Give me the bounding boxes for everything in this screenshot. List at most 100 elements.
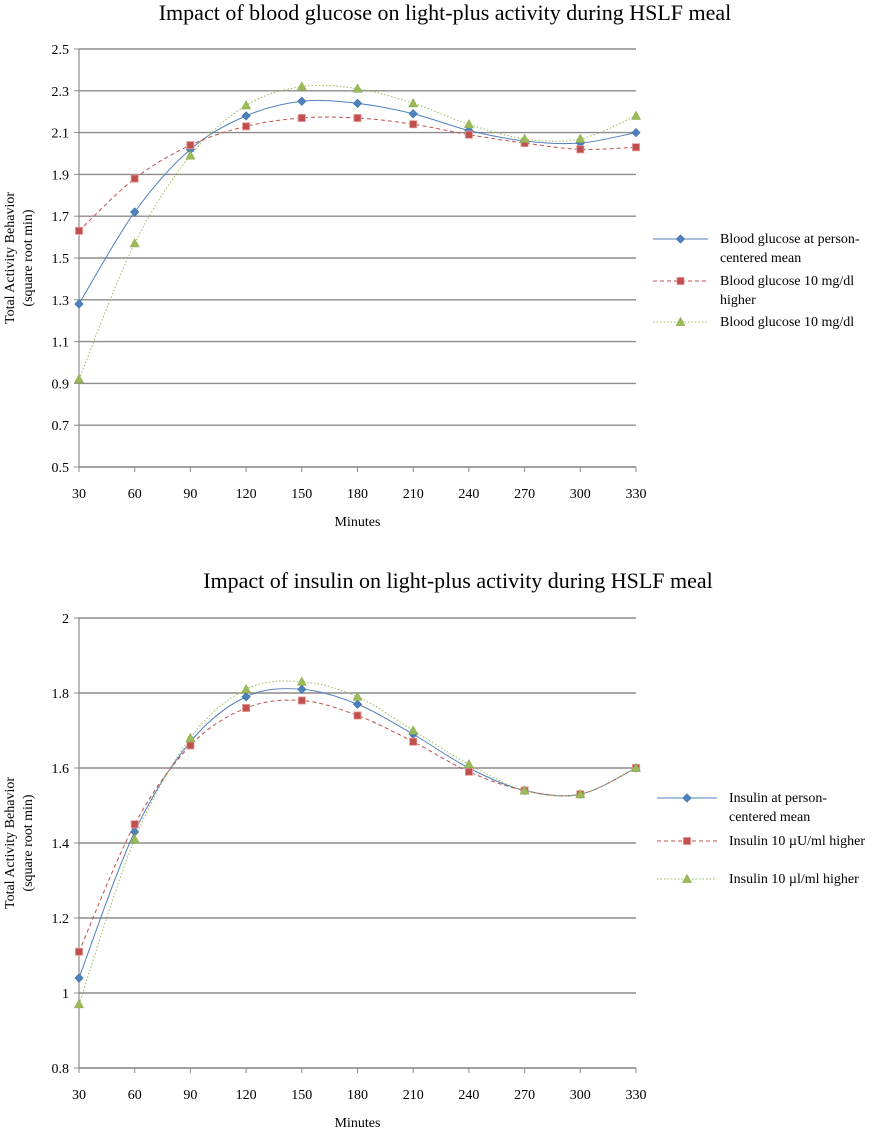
data-point xyxy=(409,120,418,129)
data-point xyxy=(575,788,586,799)
legend-label: Blood glucose 10 mg/dl xyxy=(720,315,854,330)
data-point xyxy=(75,226,84,235)
legend-label: Insulin at person- xyxy=(729,791,827,806)
y-tick-label: 1.1 xyxy=(52,336,70,351)
x-tick-label: 90 xyxy=(183,487,197,502)
legend-entry-1: Insulin at person-centered mean xyxy=(657,791,827,825)
data-point xyxy=(241,683,252,694)
data-point xyxy=(353,711,362,720)
data-point xyxy=(74,973,84,983)
chart-title: Impact of blood glucose on light-plus ac… xyxy=(159,0,732,25)
data-point xyxy=(296,676,307,686)
data-point xyxy=(130,820,139,829)
x-axis-label: Minutes xyxy=(335,515,381,530)
y-tick-label: 1.2 xyxy=(52,912,70,927)
x-tick-label: 180 xyxy=(347,487,368,502)
y-tick-label: 1.6 xyxy=(52,762,70,777)
legend-entry-3: Insulin 10 µl/ml higher xyxy=(657,872,859,887)
data-point xyxy=(242,704,251,713)
y-axis-label: Total Activity Behavior xyxy=(3,777,18,909)
y-tick-label: 1.3 xyxy=(52,294,70,309)
data-point xyxy=(408,109,418,119)
data-point xyxy=(297,113,306,122)
legend-entry-2: Insulin 10 µU/ml higher xyxy=(657,834,865,849)
x-tick-label: 120 xyxy=(236,487,257,502)
x-tick-label: 180 xyxy=(347,1088,368,1103)
series-line xyxy=(78,84,637,380)
y-tick-label: 1 xyxy=(62,987,69,1002)
data-point xyxy=(630,110,642,120)
data-point xyxy=(519,133,530,143)
series-3 xyxy=(73,81,642,384)
y-tick-label: 1.5 xyxy=(52,252,70,267)
legend-label: centered mean xyxy=(720,251,801,266)
data-point xyxy=(296,81,307,91)
series-1 xyxy=(74,684,641,983)
y-tick-label: 0.9 xyxy=(52,377,70,392)
y-tick-label: 2.1 xyxy=(52,127,70,142)
data-point xyxy=(297,96,307,106)
data-point xyxy=(464,130,473,139)
series-2 xyxy=(75,696,641,956)
y-axis-label-line2: (square root min) xyxy=(21,209,36,307)
data-point xyxy=(353,113,362,122)
data-point xyxy=(352,98,363,108)
x-tick-label: 240 xyxy=(458,487,479,502)
data-point xyxy=(297,696,306,705)
data-point xyxy=(186,141,195,150)
y-tick-label: 2 xyxy=(62,612,69,627)
chart-1: Impact of blood glucose on light-plus ac… xyxy=(3,0,860,530)
data-point xyxy=(186,741,195,750)
x-tick-label: 150 xyxy=(291,487,312,502)
data-point xyxy=(464,767,473,776)
data-point xyxy=(632,143,641,152)
y-tick-label: 0.8 xyxy=(52,1062,70,1077)
data-point xyxy=(352,691,363,701)
series-line xyxy=(78,688,637,979)
data-point xyxy=(75,947,84,956)
legend-entry-2: Blood glucose 10 mg/dl higher xyxy=(653,274,854,308)
x-tick-label: 300 xyxy=(570,487,591,502)
data-point xyxy=(352,699,363,709)
data-point xyxy=(352,83,363,93)
y-tick-label: 0.5 xyxy=(52,461,70,476)
x-tick-label: 30 xyxy=(72,1088,86,1103)
legend-label: Insulin 10 µU/ml higher xyxy=(729,834,865,849)
data-point xyxy=(185,150,196,160)
y-tick-label: 2.3 xyxy=(52,85,70,100)
x-tick-label: 270 xyxy=(514,487,535,502)
y-tick-label: 1.8 xyxy=(52,687,70,702)
series-line xyxy=(78,699,637,952)
x-tick-label: 210 xyxy=(403,1088,424,1103)
legend-marker xyxy=(675,316,686,326)
data-point xyxy=(130,174,139,183)
data-point xyxy=(463,118,474,129)
legend-entry-1: Blood glucose at person-centered mean xyxy=(653,232,860,266)
x-tick-label: 210 xyxy=(403,487,424,502)
y-axis-label: Total Activity Behavior xyxy=(3,192,18,324)
x-tick-label: 30 xyxy=(72,487,86,502)
data-point xyxy=(73,998,85,1009)
data-point xyxy=(576,145,585,154)
data-point xyxy=(73,373,85,384)
x-tick-label: 120 xyxy=(236,1088,257,1103)
data-point xyxy=(241,100,252,110)
x-tick-label: 150 xyxy=(291,1088,312,1103)
series-line xyxy=(78,116,637,232)
legend-marker xyxy=(676,276,685,285)
data-point xyxy=(129,238,140,248)
legend-marker xyxy=(682,793,692,803)
series-2 xyxy=(75,113,641,235)
y-tick-label: 1.9 xyxy=(52,168,70,183)
legend-label: centered mean xyxy=(729,810,810,825)
data-point xyxy=(630,762,642,772)
x-tick-label: 60 xyxy=(128,487,142,502)
data-point xyxy=(241,692,251,702)
legend-label: Blood glucose at person- xyxy=(720,232,860,247)
chart-2: Impact of insulin on light-plus activity… xyxy=(3,568,865,1130)
legend-marker xyxy=(675,234,686,244)
data-point xyxy=(297,684,307,694)
x-tick-label: 240 xyxy=(458,1088,479,1103)
x-tick-label: 330 xyxy=(626,487,647,502)
